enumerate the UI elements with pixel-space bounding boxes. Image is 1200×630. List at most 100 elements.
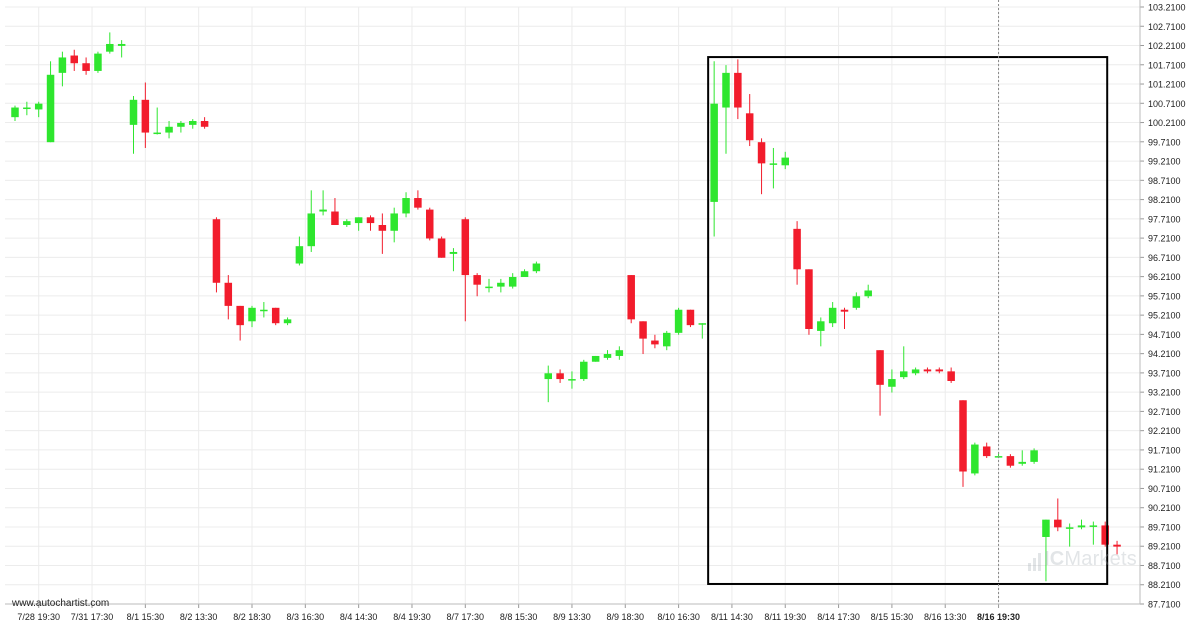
candle-body bbox=[674, 309, 683, 333]
candle-body bbox=[129, 99, 138, 125]
candle-body bbox=[271, 307, 280, 324]
logo-bars-icon bbox=[1028, 549, 1041, 571]
x-axis-labels: 7/28 19:30 7/31 17:30 8/1 15:30 8/2 13:30 8/… bbox=[17, 612, 1020, 622]
candle-body bbox=[900, 371, 908, 378]
x-tick-label: 8/7 17:30 bbox=[447, 612, 485, 622]
candle-down bbox=[437, 236, 446, 258]
candle-body bbox=[177, 122, 185, 127]
y-tick-label: 95.7100 bbox=[1148, 291, 1181, 301]
candle-body bbox=[378, 225, 387, 231]
candle-up bbox=[11, 105, 19, 122]
candle-down bbox=[840, 307, 849, 329]
y-tick-label: 102.7100 bbox=[1148, 22, 1186, 32]
candle-down bbox=[200, 117, 209, 129]
y-tick-label: 99.2100 bbox=[1148, 157, 1181, 167]
grid-lines bbox=[5, 6, 1140, 605]
pattern-overlay bbox=[707, 0, 1109, 604]
candle-body bbox=[106, 43, 114, 52]
candle-body bbox=[1018, 461, 1026, 464]
candle-body bbox=[248, 307, 256, 322]
candle-body bbox=[627, 275, 635, 320]
candle-up bbox=[544, 365, 552, 403]
y-tick-label: 94.7100 bbox=[1148, 330, 1181, 340]
candle-body bbox=[817, 321, 825, 331]
candle-body bbox=[426, 209, 434, 239]
candle-body bbox=[283, 319, 292, 324]
candle-up bbox=[1089, 521, 1098, 545]
y-tick-label: 88.2100 bbox=[1148, 580, 1181, 590]
candle-body bbox=[805, 269, 813, 329]
y-tick-label: 97.2100 bbox=[1148, 234, 1181, 244]
candle-down bbox=[805, 269, 813, 335]
candle-up bbox=[900, 346, 908, 380]
x-tick-label: 8/2 13:30 bbox=[180, 612, 218, 622]
candle-up bbox=[828, 302, 837, 328]
candle-body bbox=[23, 107, 31, 110]
candle-up bbox=[248, 305, 256, 328]
candle-down bbox=[959, 400, 967, 487]
y-tick-label: 89.2100 bbox=[1148, 542, 1181, 552]
candle-body bbox=[1089, 525, 1098, 527]
candle-down bbox=[876, 350, 884, 416]
candle-body bbox=[224, 282, 233, 306]
candle-down bbox=[556, 369, 564, 383]
candle-body bbox=[911, 369, 920, 374]
candle-body bbox=[497, 282, 505, 287]
candle-body bbox=[260, 309, 268, 312]
x-tick-label: 8/9 13:30 bbox=[553, 612, 591, 622]
candle-down bbox=[1101, 521, 1109, 547]
y-tick-label: 102.2100 bbox=[1148, 41, 1186, 51]
y-tick-label: 89.7100 bbox=[1148, 522, 1181, 532]
candle-body bbox=[639, 321, 647, 339]
candle-up bbox=[94, 51, 102, 73]
candle-body bbox=[935, 369, 944, 372]
candle-body bbox=[1077, 525, 1086, 528]
candle-down bbox=[947, 367, 955, 383]
x-tick-label: 8/11 14:30 bbox=[711, 612, 753, 622]
candle-up bbox=[390, 207, 398, 243]
y-tick-label: 88.7100 bbox=[1148, 561, 1181, 571]
candle-body bbox=[722, 72, 730, 108]
x-tick-label: 8/16 13:30 bbox=[924, 612, 967, 622]
y-tick-label: 100.2100 bbox=[1148, 118, 1186, 128]
candle-down bbox=[461, 217, 470, 322]
candle-body bbox=[1113, 544, 1121, 547]
candle-body bbox=[769, 163, 778, 165]
y-tick-label: 99.7100 bbox=[1148, 137, 1181, 147]
candle-up bbox=[971, 442, 979, 476]
x-tick-label: 7/31 17:30 bbox=[71, 612, 114, 622]
y-tick-label: 92.7100 bbox=[1148, 407, 1181, 417]
candle-body bbox=[840, 309, 849, 312]
candle-body bbox=[449, 251, 458, 254]
candle-body bbox=[982, 446, 991, 457]
candle-up bbox=[343, 219, 351, 227]
candle-down bbox=[686, 309, 695, 328]
candle-up bbox=[781, 151, 789, 170]
candle-up bbox=[1018, 450, 1026, 466]
candle-up bbox=[532, 261, 541, 274]
candle-body bbox=[46, 74, 55, 143]
y-tick-label: 91.2100 bbox=[1148, 465, 1181, 475]
candle-down bbox=[236, 305, 244, 341]
candle-body bbox=[414, 198, 422, 208]
candle-body bbox=[390, 213, 398, 231]
candle-up bbox=[591, 355, 600, 362]
y-tick-label: 93.2100 bbox=[1148, 388, 1181, 398]
candle-body bbox=[852, 296, 861, 308]
y-tick-label: 87.7100 bbox=[1148, 600, 1181, 610]
candle-up bbox=[485, 278, 493, 293]
x-tick-label: 8/11 19:30 bbox=[764, 612, 806, 622]
candle-down bbox=[141, 82, 150, 148]
candle-body bbox=[11, 107, 19, 118]
candle-up bbox=[520, 269, 529, 277]
logo-text: ICMarkets bbox=[1044, 548, 1137, 570]
candle-down bbox=[82, 57, 90, 75]
candle-up bbox=[888, 369, 896, 393]
candle-body bbox=[70, 55, 78, 64]
candle-body bbox=[58, 57, 67, 73]
candle-body bbox=[331, 211, 339, 226]
candle-down bbox=[627, 275, 635, 324]
y-tick-label: 90.7100 bbox=[1148, 484, 1181, 494]
candle-down bbox=[923, 367, 932, 374]
candle-up bbox=[1077, 519, 1086, 530]
